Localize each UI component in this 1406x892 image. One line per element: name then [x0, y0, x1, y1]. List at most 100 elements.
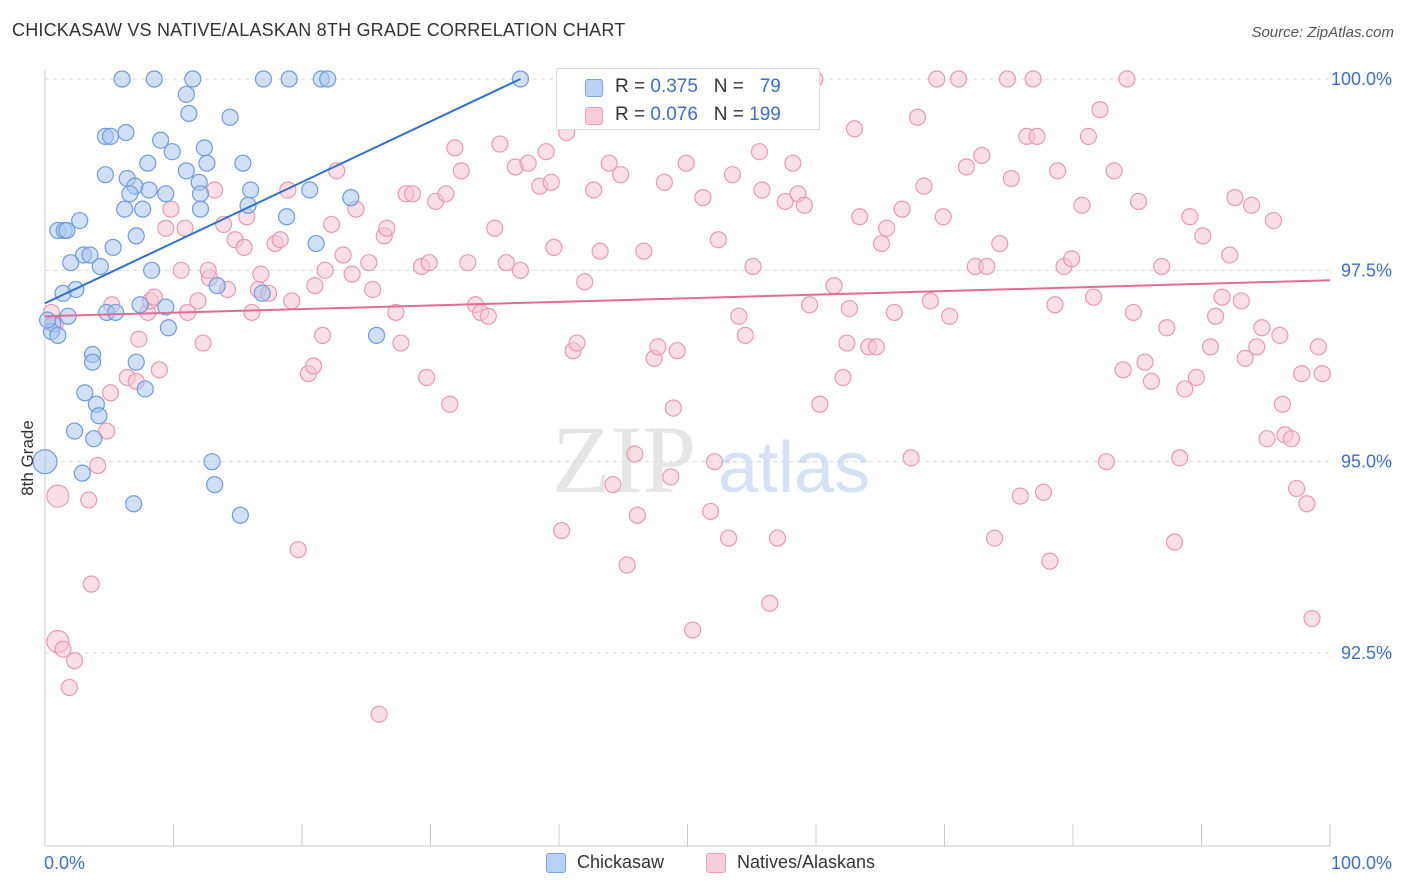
chickasaw-point [191, 200, 210, 218]
natives-point [1271, 326, 1289, 344]
natives-point [1063, 250, 1081, 268]
natives-point [1024, 70, 1042, 88]
natives-point [343, 265, 361, 283]
natives-point [162, 200, 180, 218]
chickasaw-point [367, 326, 386, 344]
legend-r-label: R = [615, 76, 651, 97]
chickasaw-point [113, 70, 131, 88]
natives-point [1041, 552, 1059, 570]
natives-point [1129, 192, 1148, 211]
natives-point [446, 139, 464, 157]
chickasaw-point [91, 257, 109, 276]
natives-point [768, 529, 787, 547]
natives-point [1105, 162, 1123, 180]
legend-n-label: N = [713, 104, 750, 125]
y-axis-title: 8th Grade [18, 420, 37, 496]
natives-point [145, 288, 163, 306]
chickasaw-point [277, 208, 296, 226]
y-tick-label: 97.5% [1341, 260, 1392, 280]
natives-point [1273, 395, 1292, 413]
natives-point [235, 238, 253, 256]
natives-point [545, 238, 563, 256]
chickasaw-point [208, 277, 226, 295]
natives-point [1194, 227, 1212, 245]
natives-point [378, 219, 396, 237]
natives-point [702, 502, 720, 521]
natives-point [306, 277, 324, 295]
chickasaw-point [101, 127, 120, 145]
chickasaw-point [117, 123, 135, 142]
natives-point [392, 334, 410, 352]
chickasaw-point [116, 200, 134, 218]
natives-point [800, 296, 819, 314]
series-chickasaw [32, 70, 530, 524]
natives-point [479, 307, 497, 325]
natives-point [157, 219, 175, 237]
natives-point [497, 254, 515, 272]
natives-point [902, 449, 920, 467]
chickasaw-point [54, 284, 72, 302]
chickasaw-point [301, 181, 319, 199]
natives-point [65, 652, 84, 670]
natives-point [591, 242, 609, 260]
natives-point [491, 135, 509, 153]
natives-point [1034, 483, 1053, 501]
natives-point [845, 120, 864, 138]
natives-point [677, 154, 695, 172]
natives-point [1293, 365, 1311, 383]
source-label: Source: ZipAtlas.com [1251, 24, 1394, 41]
chickasaw-point [191, 185, 210, 203]
chickasaw-point [177, 85, 195, 103]
natives-point [1091, 101, 1109, 119]
natives-point [655, 173, 673, 191]
natives-point [1073, 196, 1091, 214]
natives-point [1253, 319, 1271, 337]
natives-point [243, 303, 261, 322]
natives-point [552, 521, 571, 540]
chickasaw-point [157, 298, 175, 316]
natives-point [437, 185, 455, 203]
natives-point [150, 361, 168, 379]
natives-point [130, 330, 148, 348]
natives-point [1187, 368, 1205, 387]
natives-point [1264, 211, 1283, 230]
natives-point [694, 189, 712, 207]
chickasaw-point [127, 353, 145, 371]
chickasaw-point [85, 430, 103, 448]
natives-point [1011, 487, 1029, 505]
legend-r-label: R = [615, 104, 651, 125]
chickasaw-trend-line [44, 78, 521, 305]
stats-legend: R = 0.375 N = 79 R = 0.076 N = 199 [556, 68, 820, 130]
chickasaw-point [107, 303, 125, 322]
natives-point [334, 246, 352, 264]
natives-point [1097, 453, 1116, 471]
chickasaw-point [307, 234, 325, 253]
chickasaw-point [145, 70, 163, 88]
natives-point [1248, 338, 1266, 356]
legend-r-value: 0.375 [650, 76, 698, 97]
chickasaw-point [140, 181, 158, 199]
natives-point [172, 261, 190, 279]
y-tick-label: 95.0% [1341, 452, 1392, 472]
natives-point [604, 476, 622, 494]
chickasaw-point [38, 311, 57, 329]
natives-point [635, 242, 653, 260]
natives-point [753, 181, 771, 199]
natives-point [1287, 479, 1306, 498]
chickasaw-point [157, 185, 175, 203]
natives-point [834, 368, 852, 387]
natives-point [662, 468, 680, 486]
y-tick-label: 100.0% [1331, 69, 1392, 89]
chickasaw-point [131, 296, 149, 314]
natives-point [1303, 609, 1321, 628]
chickasaw-point [49, 326, 67, 344]
natives-point [957, 158, 975, 176]
chickasaw-point [206, 476, 224, 494]
tick-labels: 100.0% 97.5% 95.0% 92.5% 0.0% 100.0% 8th Grade [18, 69, 1392, 873]
natives-point [511, 261, 530, 279]
natives-point [1232, 292, 1250, 310]
natives-point [82, 575, 100, 593]
natives-point [1079, 127, 1098, 145]
natives-point [626, 445, 644, 463]
natives-point [730, 307, 748, 325]
